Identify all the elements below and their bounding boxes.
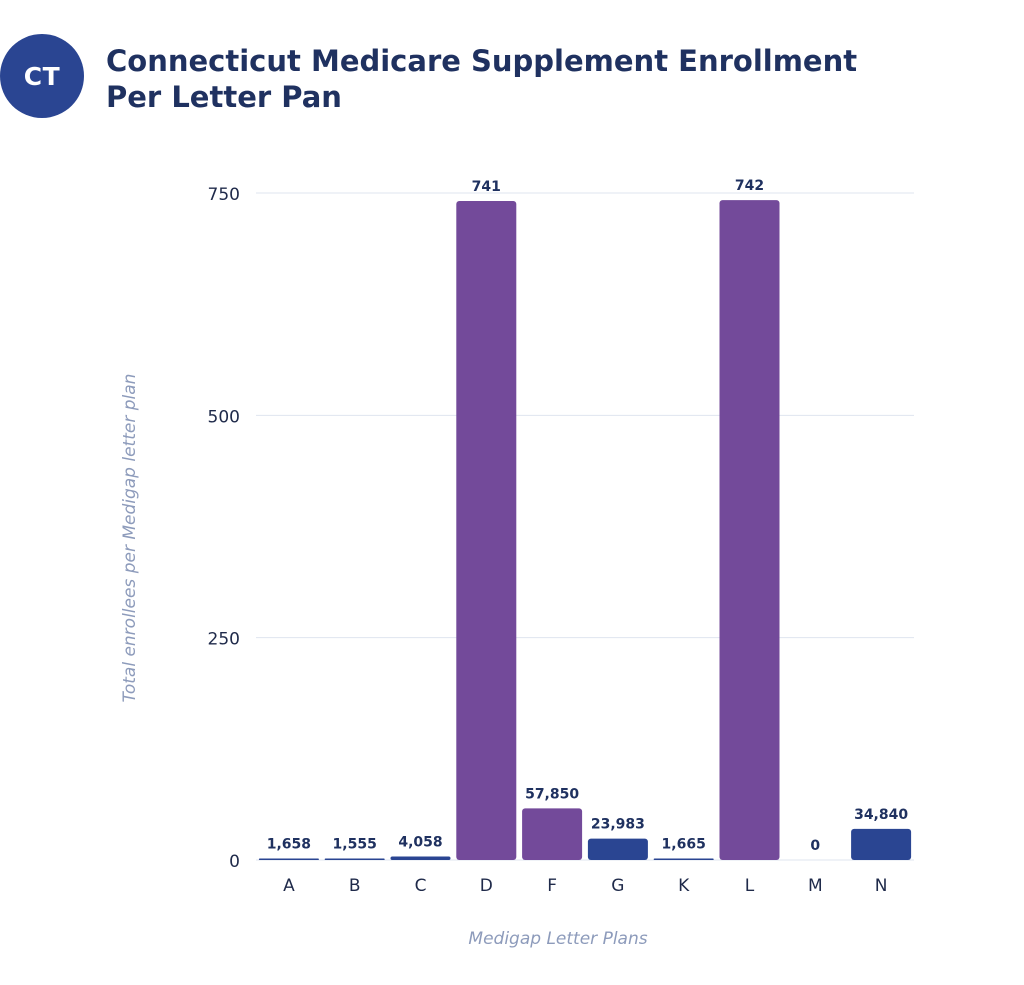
data-label-N: 34,840 <box>854 807 908 823</box>
x-tick-label-K: K <box>678 876 690 896</box>
y-tick-label-500: 500 <box>208 407 240 427</box>
bar-A <box>258 858 319 860</box>
x-tick-label-N: N <box>875 876 888 896</box>
chart-title: Connecticut Medicare Supplement Enrollme… <box>106 43 986 115</box>
x-tick-label-L: L <box>745 876 755 896</box>
bar-B <box>324 858 385 860</box>
y-tick-label-750: 750 <box>208 185 240 205</box>
x-tick-label-F: F <box>547 876 557 896</box>
bar-F <box>522 808 583 860</box>
bar-L <box>719 200 780 860</box>
y-axis-title: Total enrollees per Medigap letter plan <box>120 374 140 703</box>
bar-K <box>653 858 714 860</box>
data-label-C: 4,058 <box>398 834 442 850</box>
bar-D <box>456 201 517 860</box>
x-tick-label-M: M <box>808 876 823 896</box>
data-label-M: 0 <box>810 838 820 854</box>
data-label-F: 57,850 <box>525 786 579 802</box>
chart-title-line-1: Connecticut Medicare Supplement Enrollme… <box>106 44 858 78</box>
chart-title-line-2: Per Letter Pan <box>106 80 342 114</box>
data-label-B: 1,555 <box>333 837 377 853</box>
data-label-K: 1,665 <box>662 837 706 853</box>
bar-G <box>587 838 648 860</box>
state-badge: CT <box>0 34 84 118</box>
x-axis-title: Medigap Letter Plans <box>468 929 647 949</box>
data-label-A: 1,658 <box>267 837 311 853</box>
x-tick-label-D: D <box>480 876 493 896</box>
x-tick-label-C: C <box>415 876 427 896</box>
y-tick-label-250: 250 <box>208 630 240 650</box>
state-badge-label: CT <box>23 61 61 91</box>
x-tick-label-G: G <box>611 876 624 896</box>
data-label-G: 23,983 <box>591 817 645 833</box>
bar-C <box>390 856 451 860</box>
bar-N <box>851 828 912 860</box>
y-tick-label-0: 0 <box>229 852 240 872</box>
x-tick-label-B: B <box>349 876 361 896</box>
data-label-D: 741 <box>472 179 501 195</box>
data-label-L: 742 <box>735 178 764 194</box>
x-tick-label-A: A <box>283 876 295 896</box>
